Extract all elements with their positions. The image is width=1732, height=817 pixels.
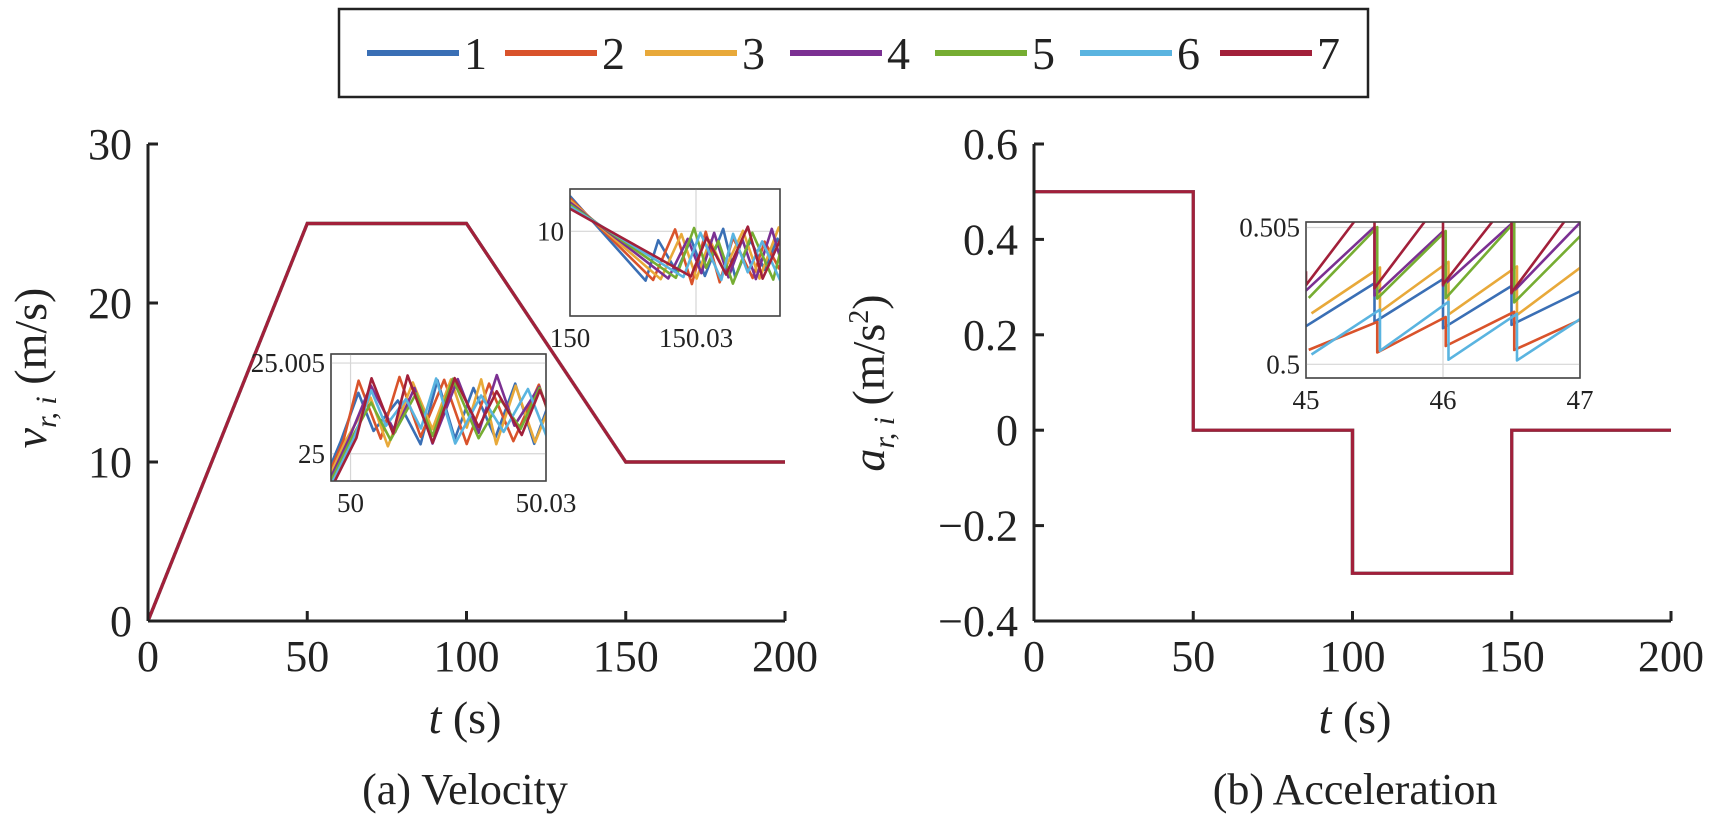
velocity-caption: (a) Velocity xyxy=(362,765,568,814)
inset-series-7 xyxy=(570,207,780,280)
x-tick-label: 50 xyxy=(1171,632,1215,681)
x-tick-label: 100 xyxy=(434,632,500,681)
legend-label-7: 7 xyxy=(1317,28,1340,79)
legend-label-4: 4 xyxy=(887,28,910,79)
inset-series-6 xyxy=(570,205,780,282)
inset-series-7 xyxy=(1306,222,1566,294)
x-tick-label: 150 xyxy=(1479,632,1545,681)
y-tick-label: −0.4 xyxy=(938,597,1018,646)
y-tick-label: 30 xyxy=(88,120,132,169)
legend: 1 2 3 4 5 6 7 xyxy=(337,7,1370,99)
inset-series-3 xyxy=(331,378,546,477)
inset-series-7 xyxy=(333,374,546,481)
inset-x-tick-label: 45 xyxy=(1293,385,1320,415)
inset-x-tick-label: 150 xyxy=(550,323,591,353)
inset-series-6 xyxy=(1310,300,1580,362)
x-tick-label: 100 xyxy=(1320,632,1386,681)
inset-border xyxy=(1305,221,1581,379)
inset-x-tick-label: 47 xyxy=(1567,385,1594,415)
acceleration-caption: (b) Acceleration xyxy=(1213,765,1498,814)
y-tick-label: −0.2 xyxy=(938,502,1018,551)
inset-frame xyxy=(569,188,781,317)
inset-x-tick-label: 50.03 xyxy=(516,488,577,518)
inset-border xyxy=(330,353,547,482)
y-tick-label: 0.6 xyxy=(963,120,1018,169)
legend-label-2: 2 xyxy=(602,28,625,79)
acceleration-ylabel: ar, i (m/s2) xyxy=(843,294,901,471)
a-series-7 xyxy=(146,221,785,622)
legend-label-1: 1 xyxy=(464,28,487,79)
x-tick-label: 200 xyxy=(1638,632,1704,681)
legend-label-3: 3 xyxy=(742,28,765,79)
inset-series-6 xyxy=(331,377,546,481)
y-tick-label: 20 xyxy=(88,279,132,328)
acceleration-xlabel: t (s) xyxy=(1319,692,1392,743)
x-tick-label: 0 xyxy=(1023,632,1045,681)
y-tick-label: 0 xyxy=(996,406,1018,455)
x-tick-label: 200 xyxy=(752,632,818,681)
inset-series-2 xyxy=(1308,310,1580,354)
velocity-xlabel: t (s) xyxy=(429,692,502,743)
legend-label-6: 6 xyxy=(1177,28,1200,79)
panel-velocity: 0 50 100 150 200 0 10 20 30 t (s) vr, i (m/s) (a… xyxy=(5,120,818,814)
inset-x-tick-label: 46 xyxy=(1430,385,1457,415)
inset-y-tick-label: 0.5 xyxy=(1266,349,1300,379)
y-tick-label: 0.4 xyxy=(963,215,1018,264)
y-tick-label: 0 xyxy=(110,597,132,646)
inset-x-tick-label: 50 xyxy=(337,488,364,518)
b-series-7 xyxy=(1034,190,1671,575)
legend-label-5: 5 xyxy=(1032,28,1055,79)
panel-acceleration: 0 50 100 150 200 −0.4 −0.2 0 0.2 0.4 0.6 t (s) ar,… xyxy=(843,120,1704,814)
inset-series-3 xyxy=(1310,260,1580,317)
inset-y-tick-label: 25.005 xyxy=(251,348,325,378)
x-tick-label: 50 xyxy=(285,632,329,681)
y-tick-label: 10 xyxy=(88,438,132,487)
inset-border xyxy=(569,188,781,317)
y-tick-label: 0.2 xyxy=(963,311,1018,360)
velocity-ylabel: vr, i (m/s) xyxy=(5,288,63,449)
inset-y-tick-label: 25 xyxy=(298,439,325,469)
inset-series-5 xyxy=(331,377,546,481)
inset-series-2 xyxy=(331,375,546,473)
inset-y-tick-label: 0.505 xyxy=(1239,212,1300,242)
inset-y-tick-label: 10 xyxy=(537,216,564,246)
x-tick-label: 0 xyxy=(137,632,159,681)
x-tick-label: 150 xyxy=(593,632,659,681)
inset-x-tick-label: 150.03 xyxy=(659,323,733,353)
